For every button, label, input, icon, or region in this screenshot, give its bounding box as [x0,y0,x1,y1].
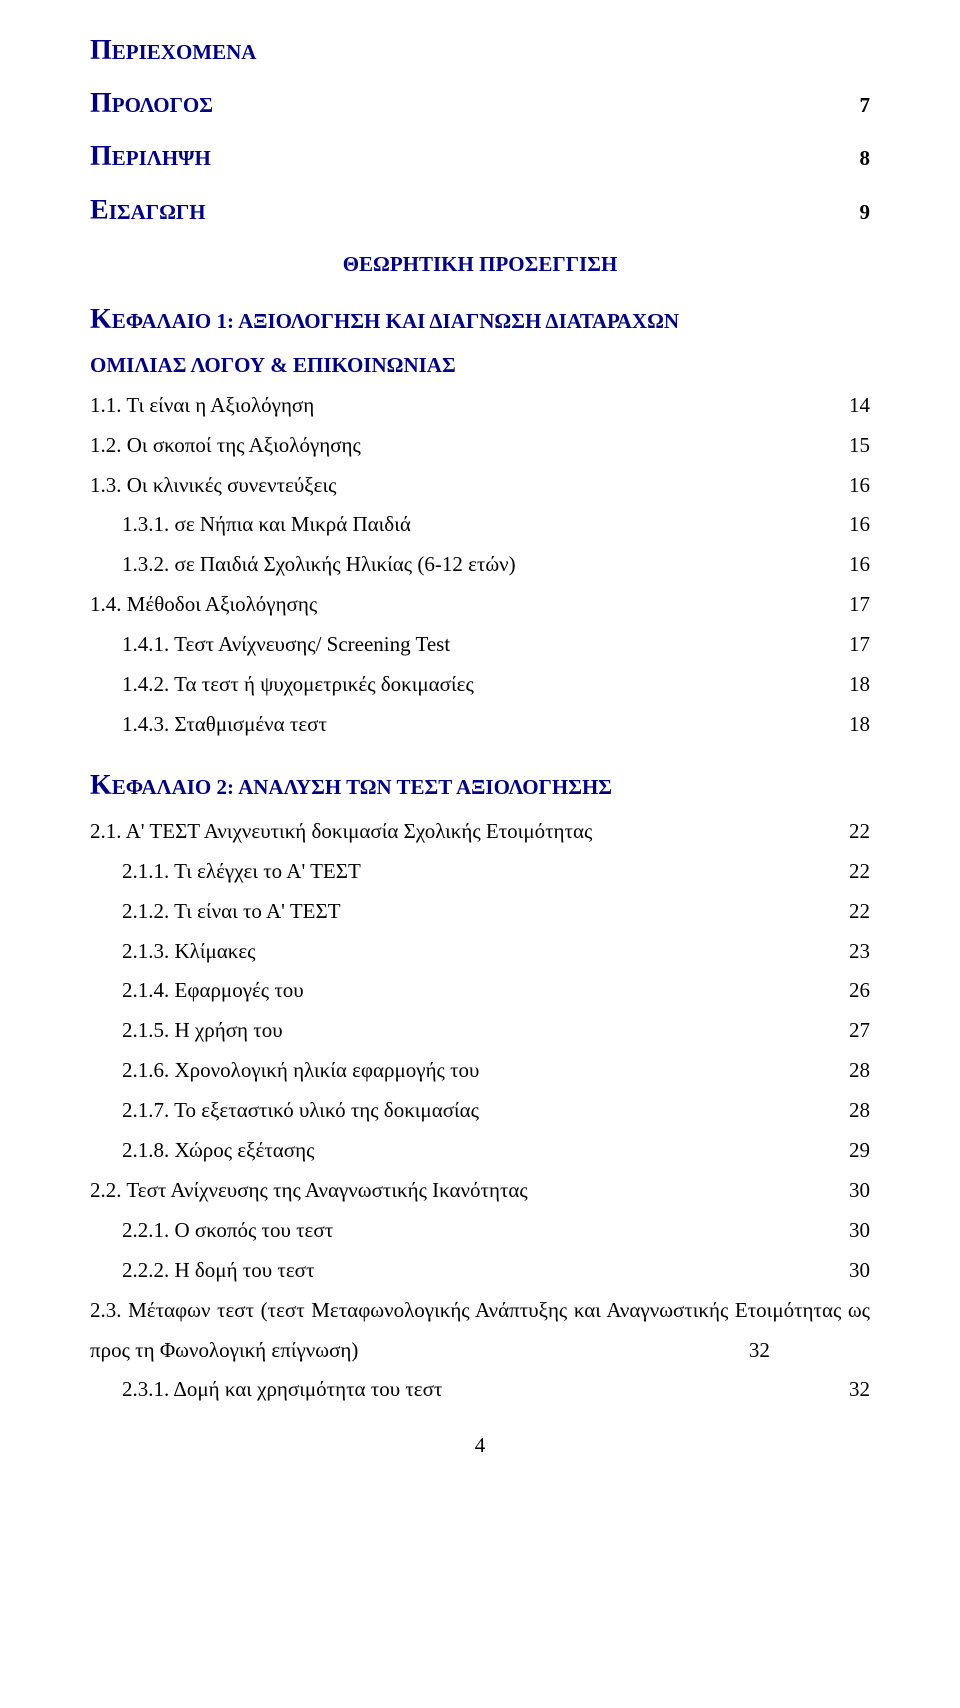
chapter2-rest: ΕΦΑΛΑΙΟ 2: ΑΝΑΛΥΣΗ ΤΩΝ ΤΕΣΤ ΑΞΙΟΛΟΓΗΣΗΣ [112,775,612,799]
toc-row: 2.1.3. Κλίμακες23 [90,932,870,972]
toc-row: 1.4.1. Τεστ Ανίχνευσης/ Screening Test17 [90,625,870,665]
toc-page: 18 [810,705,870,745]
toc-row: 2.1.4. Εφαρμογές του26 [90,971,870,1011]
toc-label: 2.2. Τεστ Ανίχνευσης της Αναγνωστικής Ικ… [90,1171,810,1211]
toc-row: 1.3.2. σε Παιδιά Σχολικής Ηλικίας (6-12 … [90,545,870,585]
prologue-label: ΠΡΟΛΟΓΟΣ [90,77,810,130]
chapter2-section-2-3: 2.3. Μέταφων τεστ (τεστ Μεταφωνολογικής … [90,1291,870,1371]
toc-row: 2.1.5. Η χρήση του27 [90,1011,870,1051]
toc-label: 2.3.1. Δομή και χρησιμότητα του τεστ [90,1370,810,1410]
toc-label: 2.1.7. Το εξεταστικό υλικό της δοκιμασία… [90,1091,810,1131]
section-title: ΘΕΩΡΗΤΙΚΗ ΠΡΟΣΕΓΓΙΣΗ [90,245,870,285]
toc-page: 16 [810,545,870,585]
summary-label: ΠΕΡΙΛΗΨΗ [90,130,810,183]
contents-rest: ΕΡΙΕΧΟΜΕΝΑ [112,40,257,64]
toc-row: 2.1.2. Τι είναι το Α' ΤΕΣΤ22 [90,892,870,932]
toc-label: 1.2. Οι σκοποί της Αξιολόγησης [90,426,760,466]
toc-page: 17 [810,585,870,625]
chapter2-tail-items: 2.3.1. Δομή και χρησιμότητα του τεστ32 [90,1370,870,1410]
toc-row: 1.2. Οι σκοποί της Αξιολόγησης15 [90,426,870,466]
intro-page: 9 [810,193,870,233]
toc-label: 2.1.4. Εφαρμογές του [90,971,810,1011]
chapter2-items: 2.1. Α' ΤΕΣΤ Ανιχνευτική δοκιμασία Σχολι… [90,812,870,1291]
toc-row: 1.3.1. σε Νήπια και Μικρά Παιδιά16 [90,505,870,545]
toc-page: 14 [810,386,870,426]
toc-row: 1.4.2. Τα τεστ ή ψυχομετρικές δοκιμασίες… [90,665,870,705]
toc-row: 2.2.2. Η δομή του τεστ30 [90,1251,870,1291]
toc-row: 1.1. Τι είναι η Αξιολόγηση14 [90,386,870,426]
toc-page: 18 [810,665,870,705]
toc-label: 2.1. Α' ΤΕΣΤ Ανιχνευτική δοκιμασία Σχολι… [90,812,810,852]
toc-label: 2.1.2. Τι είναι το Α' ΤΕΣΤ [90,892,810,932]
toc-page: 16 [810,505,870,545]
chapter1-heading: ΚΕΦΑΛΑΙΟ 1: ΑΞΙΟΛΟΓΗΣΗ ΚΑΙ ΔΙΑΓΝΩΣΗ ΔΙΑΤ… [90,293,870,346]
toc-page: 30 [810,1251,870,1291]
chapter1-items: 1.1. Τι είναι η Αξιολόγηση141.2. Οι σκοπ… [90,386,870,745]
toc-page: 28 [810,1051,870,1091]
toc-label: 2.1.1. Τι ελέγχει το Α' ΤΕΣΤ [90,852,810,892]
chapter1-heading-line2: ΟΜΙΛΙΑΣ ΛΟΓΟΥ & ΕΠΙΚΟΙΝΩΝΙΑΣ [90,346,870,386]
toc-label: 2.2.2. Η δομή του τεστ [90,1251,810,1291]
toc-page: 15 [760,426,870,466]
toc-row: 2.1.1. Τι ελέγχει το Α' ΤΕΣΤ22 [90,852,870,892]
summary-page: 8 [810,139,870,179]
toc-label: 1.4.1. Τεστ Ανίχνευσης/ Screening Test [90,625,810,665]
toc-page: 22 [810,852,870,892]
toc-row: 1.4.3. Σταθμισμένα τεστ18 [90,705,870,745]
toc-page: 22 [810,892,870,932]
chapter2-bigcap: Κ [90,770,112,801]
summary-bigcap: Π [90,141,112,172]
document-page: ΠΕΡΙΕΧΟΜΕΝΑ ΠΡΟΛΟΓΟΣ 7 ΠΕΡΙΛΗΨΗ 8 ΕΙΣΑΓΩ… [0,0,960,1708]
intro-bigcap: Ε [90,195,109,226]
intro-rest: ΙΣΑΓΩΓΗ [109,200,206,224]
intro-row: ΕΙΣΑΓΩΓΗ 9 [90,184,870,237]
toc-title: ΠΕΡΙΕΧΟΜΕΝΑ [90,24,870,77]
toc-page: 27 [810,1011,870,1051]
toc-page: 22 [810,812,870,852]
toc-label: 2.1.5. Η χρήση του [90,1011,810,1051]
toc-page: 17 [810,625,870,665]
toc-label: 1.3.2. σε Παιδιά Σχολικής Ηλικίας (6-12 … [90,545,810,585]
prologue-page: 7 [810,86,870,126]
toc-row: 1.4. Μέθοδοι Αξιολόγησης17 [90,585,870,625]
toc-page: 28 [810,1091,870,1131]
toc-row: 2.1.8. Χώρος εξέτασης29 [90,1131,870,1171]
toc-page: 16 [810,466,870,506]
toc-row: 2.1.6. Χρονολογική ηλικία εφαρμογής του2… [90,1051,870,1091]
prologue-bigcap: Π [90,88,112,119]
toc-label: 1.3. Οι κλινικές συνεντεύξεις [90,466,810,506]
toc-page: 26 [810,971,870,1011]
toc-row: 2.1. Α' ΤΕΣΤ Ανιχνευτική δοκιμασία Σχολι… [90,812,870,852]
toc-label: 2.2.1. Ο σκοπός του τεστ [90,1211,810,1251]
chapter1-bigcap: Κ [90,304,112,335]
toc-page: 23 [810,932,870,972]
toc-row: 2.3.1. Δομή και χρησιμότητα του τεστ32 [90,1370,870,1410]
toc-label: 2.1.6. Χρονολογική ηλικία εφαρμογής του [90,1051,810,1091]
toc-label: 1.4.3. Σταθμισμένα τεστ [90,705,810,745]
prologue-row: ΠΡΟΛΟΓΟΣ 7 [90,77,870,130]
toc-label: 1.3.1. σε Νήπια και Μικρά Παιδιά [90,505,810,545]
toc-row: 1.3. Οι κλινικές συνεντεύξεις16 [90,466,870,506]
toc-label: 2.1.8. Χώρος εξέτασης [90,1131,810,1171]
toc-row: 2.2.1. Ο σκοπός του τεστ30 [90,1211,870,1251]
chapter2-heading: ΚΕΦΑΛΑΙΟ 2: ΑΝΑΛΥΣΗ ΤΩΝ ΤΕΣΤ ΑΞΙΟΛΟΓΗΣΗΣ [90,759,870,812]
footer-page-number: 4 [90,1426,870,1466]
section-2-3-page: 32 [749,1338,770,1362]
toc-row: 2.1.7. Το εξεταστικό υλικό της δοκιμασία… [90,1091,870,1131]
toc-label: 1.1. Τι είναι η Αξιολόγηση [90,386,810,426]
intro-label: ΕΙΣΑΓΩΓΗ [90,184,810,237]
contents-bigcap: Π [90,35,112,66]
toc-page: 32 [810,1370,870,1410]
toc-label: 1.4. Μέθοδοι Αξιολόγησης [90,585,810,625]
toc-page: 30 [810,1171,870,1211]
prologue-rest: ΡΟΛΟΓΟΣ [112,93,213,117]
toc-label: 2.1.3. Κλίμακες [90,932,810,972]
toc-page: 29 [810,1131,870,1171]
chapter1-rest-line1: ΕΦΑΛΑΙΟ 1: ΑΞΙΟΛΟΓΗΣΗ ΚΑΙ ΔΙΑΓΝΩΣΗ ΔΙΑΤΑ… [112,309,679,333]
toc-row: 2.2. Τεστ Ανίχνευσης της Αναγνωστικής Ικ… [90,1171,870,1211]
toc-label: 1.4.2. Τα τεστ ή ψυχομετρικές δοκιμασίες [90,665,810,705]
toc-page: 30 [810,1211,870,1251]
summary-row: ΠΕΡΙΛΗΨΗ 8 [90,130,870,183]
summary-rest: ΕΡΙΛΗΨΗ [112,146,211,170]
